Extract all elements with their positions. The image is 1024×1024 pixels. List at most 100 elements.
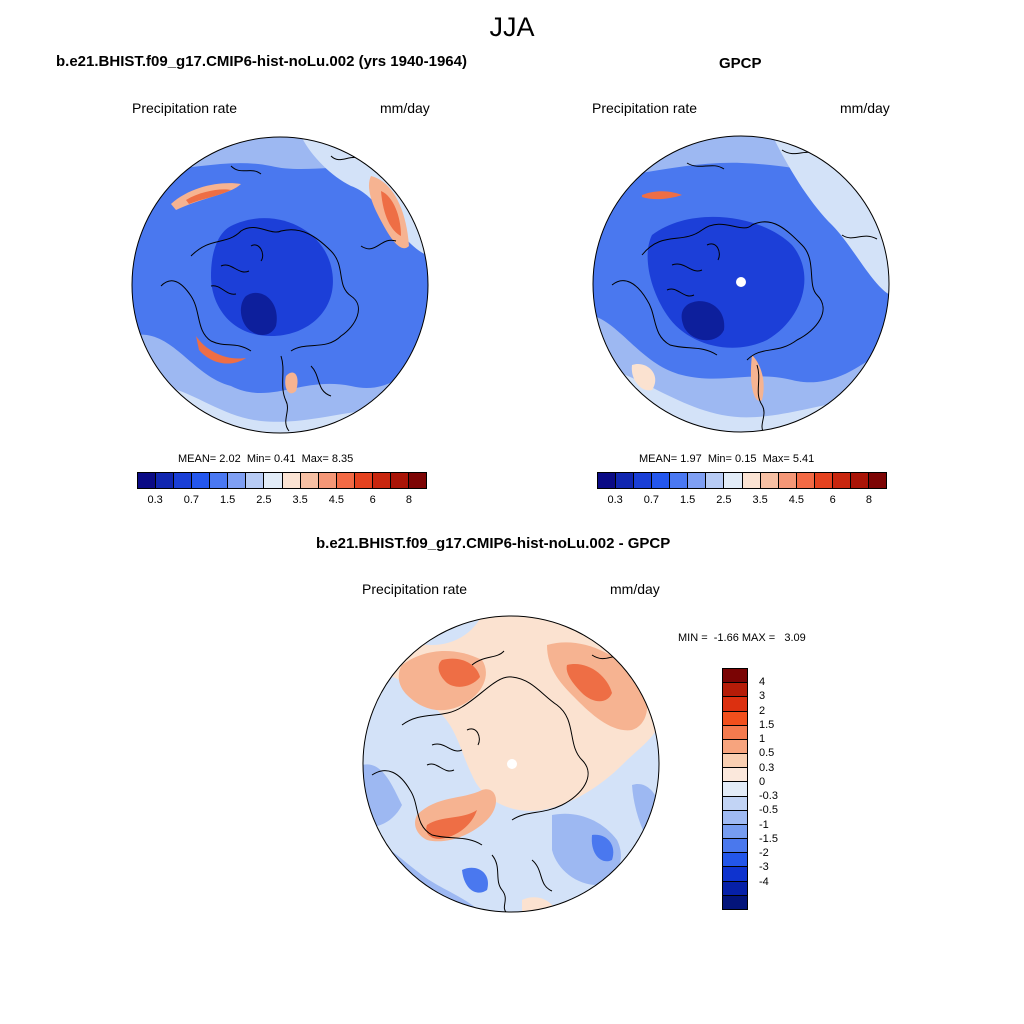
- diff-colorbar-cell: [723, 683, 747, 698]
- obs-colorbar-tick-label: 8: [865, 494, 872, 506]
- model-colorbar-ticks: 0.3 0.7 1.5 2.5 3.5 4.5 6 8: [137, 494, 427, 508]
- diff-colorbar-cell: [723, 725, 747, 740]
- obs-mean-label: MEAN=: [639, 453, 678, 465]
- diff-colorbar: [722, 668, 748, 910]
- diff-variable-label: Precipitation rate: [362, 581, 468, 597]
- model-colorbar-cell: [282, 473, 301, 488]
- model-colorbar-cell: [390, 473, 409, 488]
- obs-colorbar-cell: [850, 473, 869, 488]
- diff-colorbar-cell: [723, 782, 747, 797]
- model-polar-map: [131, 136, 429, 434]
- obs-min-label: Min=: [707, 453, 732, 465]
- figure-title: JJA: [489, 12, 535, 42]
- diff-colorbar-cell: [723, 810, 747, 825]
- obs-stats: MEAN= 1.97 Min= 0.15 Max= 5.41: [639, 453, 814, 465]
- model-max-value: 8.35: [331, 453, 354, 465]
- model-colorbar-tick-label: 0.3: [147, 494, 163, 506]
- diff-colorbar-tick-label: -2: [759, 847, 769, 860]
- model-colorbar-cell: [354, 473, 373, 488]
- diff-colorbar-cell: [723, 739, 747, 755]
- obs-colorbar-ticks: 0.3 0.7 1.5 2.5 3.5 4.5 6 8: [597, 494, 887, 508]
- obs-polar-map: [592, 135, 890, 433]
- obs-colorbar-tick-label: 0.3: [607, 494, 623, 506]
- obs-min-value: 0.15: [735, 453, 757, 465]
- diff-colorbar-cell: [723, 824, 747, 840]
- model-colorbar-cell: [318, 473, 337, 488]
- diff-colorbar-cell: [723, 768, 747, 783]
- model-colorbar: [137, 472, 427, 489]
- diff-colorbar-cell: [723, 669, 747, 684]
- obs-colorbar-cell: [616, 473, 635, 488]
- obs-units-label: mm/day: [840, 100, 890, 116]
- obs-colorbar-cell: [652, 473, 671, 488]
- model-colorbar-cell: [246, 473, 265, 488]
- obs-colorbar-tick-label: 6: [829, 494, 836, 506]
- model-colorbar-tick-label: 0.7: [183, 494, 200, 506]
- obs-max-value: 5.41: [792, 453, 815, 465]
- obs-colorbar: [597, 472, 887, 489]
- obs-pole-hole: [736, 277, 746, 287]
- diff-colorbar-tick-label: -1.5: [759, 832, 778, 845]
- diff-colorbar-tick-label: -3: [759, 861, 769, 874]
- diff-minmax: MIN = -1.66 MAX = 3.09: [678, 632, 806, 644]
- obs-colorbar-tick-label: 2.5: [716, 494, 732, 506]
- diff-colorbar-cell: [723, 796, 747, 811]
- model-colorbar-tick-label: 8: [405, 494, 412, 506]
- diff-colorbar-ticks: 4 3 2 1.5 1 0.5 0.3 0 -0.3 -0.5 -1 -1.5 -2 -3 -4: [759, 668, 799, 910]
- obs-colorbar-cell: [832, 473, 851, 488]
- model-colorbar-cell: [264, 473, 283, 488]
- model-colorbar-tick-label: 6: [369, 494, 376, 506]
- diff-panel-title: b.e21.BHIST.f09_g17.CMIP6-hist-noLu.002 …: [316, 535, 671, 552]
- obs-max-label: Max=: [762, 453, 790, 465]
- diff-colorbar-tick-label: 0.3: [759, 761, 775, 774]
- obs-colorbar-cell: [760, 473, 779, 488]
- obs-colorbar-cell: [724, 473, 743, 488]
- diff-colorbar-cell: [723, 867, 747, 882]
- obs-colorbar-tick-label: 1.5: [679, 494, 696, 506]
- model-colorbar-cell: [174, 473, 193, 488]
- model-variable-label: Precipitation rate: [132, 100, 238, 116]
- model-colorbar-cell: [192, 473, 211, 488]
- obs-colorbar-cell: [814, 473, 833, 488]
- obs-colorbar-tick-label: 4.5: [788, 494, 805, 506]
- obs-panel-title: GPCP: [719, 55, 762, 72]
- diff-colorbar-tick-label: 3: [759, 690, 766, 703]
- diff-colorbar-tick-label: -0.5: [759, 804, 778, 817]
- model-units-label: mm/day: [380, 100, 430, 116]
- model-colorbar-tick-label: 1.5: [219, 494, 236, 506]
- diff-colorbar-tick-label: -1: [759, 818, 769, 831]
- model-colorbar-cell: [228, 473, 247, 488]
- model-colorbar-tick-label: 4.5: [328, 494, 345, 506]
- obs-colorbar-cell: [670, 473, 689, 488]
- model-colorbar-cell: [408, 473, 426, 488]
- obs-colorbar-cell: [706, 473, 725, 488]
- obs-colorbar-cell: [634, 473, 653, 488]
- diff-units-label: mm/day: [610, 581, 660, 597]
- obs-mean-value: 1.97: [680, 453, 702, 465]
- diff-colorbar-cell: [723, 853, 747, 868]
- diff-colorbar-cell: [723, 697, 747, 712]
- model-min-value: 0.41: [274, 453, 296, 465]
- obs-colorbar-tick-label: 0.7: [643, 494, 660, 506]
- diff-colorbar-cell: [723, 839, 747, 854]
- model-colorbar-tick-label: 3.5: [292, 494, 308, 506]
- diff-colorbar-tick-label: 1: [759, 733, 766, 746]
- obs-colorbar-cell: [742, 473, 761, 488]
- model-colorbar-tick-label: 2.5: [256, 494, 272, 506]
- model-min-label: Min=: [246, 453, 271, 465]
- diff-colorbar-tick-label: 1.5: [759, 718, 775, 731]
- model-colorbar-cell: [138, 473, 157, 488]
- diff-colorbar-tick-label: 0.5: [759, 747, 775, 760]
- model-mean-label: MEAN=: [178, 453, 217, 465]
- model-panel-title: b.e21.BHIST.f09_g17.CMIP6-hist-noLu.002 …: [56, 53, 467, 70]
- obs-colorbar-cell: [796, 473, 815, 488]
- diff-colorbar-cell: [723, 754, 747, 769]
- model-colorbar-cell: [156, 473, 175, 488]
- model-colorbar-cell: [300, 473, 319, 488]
- obs-colorbar-cell: [688, 473, 707, 488]
- model-colorbar-cell: [372, 473, 391, 488]
- model-max-label: Max=: [301, 453, 329, 465]
- obs-variable-label: Precipitation rate: [592, 100, 698, 116]
- obs-colorbar-tick-label: 3.5: [752, 494, 768, 506]
- obs-colorbar-cell: [868, 473, 886, 488]
